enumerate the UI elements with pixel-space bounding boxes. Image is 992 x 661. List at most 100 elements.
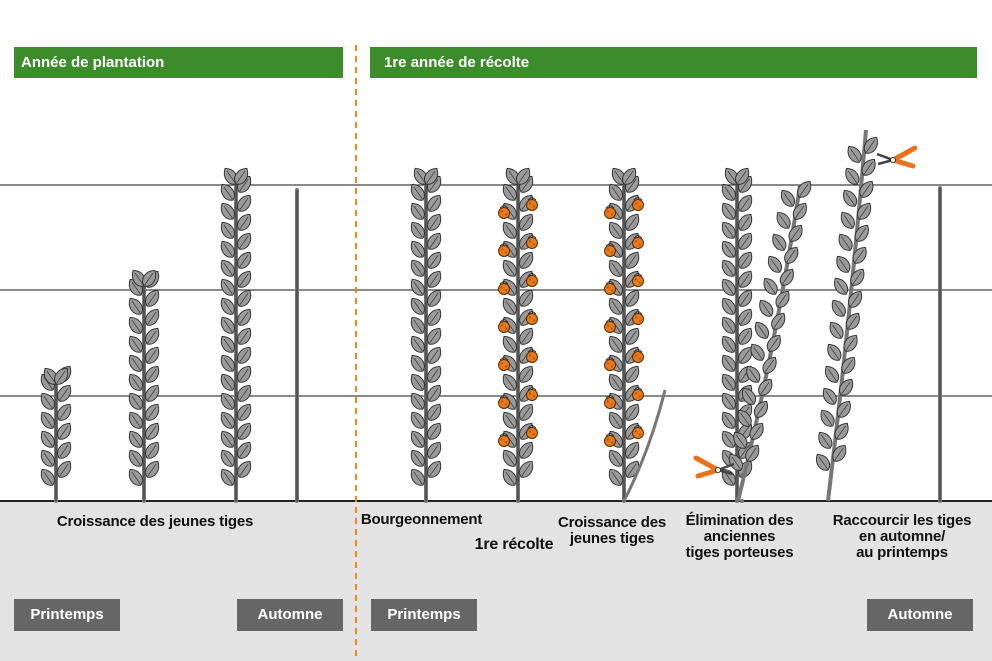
raspberry-icon [632,424,644,439]
leaf-icon [220,373,235,391]
leaf-icon [237,422,252,440]
leaf-icon [410,316,425,334]
leaf-icon [741,387,756,405]
new-shoot [622,389,667,502]
leaf-icon [622,167,637,185]
leaf-icon [839,378,854,396]
leaf-icon [220,240,235,258]
leaf-icon [852,246,867,264]
leaf-icon [427,365,442,383]
leaf-icon [845,312,860,330]
leaf-icon [519,251,534,269]
leaf-icon [733,431,748,449]
leaf-icon [410,373,425,391]
raspberry-icon [526,424,538,439]
leaf-icon [40,392,55,410]
leaf-icon [220,468,235,486]
leaf-icon [128,335,143,353]
leaf-icon [625,327,640,345]
leaf-icon [728,453,743,471]
leaf-icon [519,403,534,421]
caption-budding: Bourgeonnement [360,511,483,528]
leaf-icon [763,277,778,295]
tall-cane-stem [826,129,868,502]
leaf-icon [737,409,752,427]
leaf-icon [57,403,72,421]
leaf-icon [237,270,252,288]
leaf-icon [427,441,442,459]
leaf-icon [410,335,425,353]
leaf-icon [754,321,769,339]
leaf-icon [237,460,252,478]
leaf-icon [128,373,143,391]
leaf-icon [721,392,736,410]
leaf-icon [738,251,753,269]
raspberry-icon [498,318,510,333]
leaf-icon [608,297,623,315]
leaf-icon [608,449,623,467]
pruning-shears-icon [693,455,735,479]
leaf-icon [427,460,442,478]
leaf-icon [220,335,235,353]
leaf-icon [843,189,858,207]
leaf-icon [237,289,252,307]
leaf-icon [410,259,425,277]
leaf-icon [767,255,782,273]
leaf-icon [410,202,425,220]
raspberry-icon [498,432,510,447]
leaf-icon [234,167,249,185]
leaf-icon [750,343,765,361]
raspberry-icon [498,356,510,371]
raspberry-icon [632,348,644,363]
leaf-icon [410,449,425,467]
raspberry-icon [604,242,616,257]
leaf-icon [237,232,252,250]
raspberry-icon [526,272,538,287]
leaf-icon [410,354,425,372]
leaf-icon [502,411,517,429]
raspberry-icon [526,310,538,325]
leaf-icon [410,221,425,239]
raspberry-icon [632,272,644,287]
leaf-icon [863,136,878,154]
raspberry-icon [632,310,644,325]
leaf-icon [608,259,623,277]
leaf-icon [838,233,853,251]
young-cane-tall [220,167,252,503]
leaf-icon [410,411,425,429]
season-autumn-year2: Automne [867,599,973,631]
leaf-icon [519,289,534,307]
young-cane-small [40,365,72,503]
raspberry-icon [604,204,616,219]
leaf-icon [832,444,847,462]
leaf-icon [237,441,252,459]
raspberry-icon [632,386,644,401]
leaf-icon [608,221,623,239]
leaf-icon [220,183,235,201]
leaf-icon [427,213,442,231]
leaf-icon [850,268,865,286]
leaf-icon [410,468,425,486]
leaf-icon [237,327,252,345]
leaf-icon [427,289,442,307]
leaf-icon [237,384,252,402]
leaf-icon [128,411,143,429]
fruiting-cane-with-shoot [604,167,644,503]
leaf-icon [502,468,517,486]
leaf-icon [759,299,774,317]
leaf-icon [721,183,736,201]
header-planting-year: Année de plantation [14,47,343,78]
leaf-icon [40,449,55,467]
leaf-icon [861,158,876,176]
leaf-icon [519,213,534,231]
leaf-icon [427,384,442,402]
leaf-icon [608,373,623,391]
leaf-icon [625,460,640,478]
leaf-icon [820,409,835,427]
leaf-icon [502,297,517,315]
leaf-icon [721,411,736,429]
caption-shorten-canes: Raccourcir les tiges en automne/ au prin… [832,512,972,561]
leaf-icon [780,189,795,207]
